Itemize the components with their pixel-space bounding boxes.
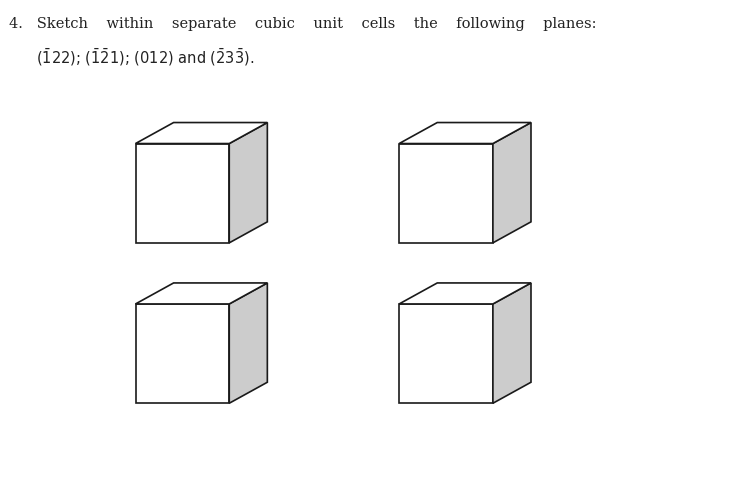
Polygon shape — [493, 123, 531, 243]
Polygon shape — [399, 304, 493, 403]
Polygon shape — [399, 283, 531, 304]
Polygon shape — [493, 283, 531, 403]
Polygon shape — [135, 123, 268, 143]
Text: $(\bar{1}22)$; $(\bar{1}\bar{2}1)$; $(012)$ and $(\bar{2}3\bar{3})$.: $(\bar{1}22)$; $(\bar{1}\bar{2}1)$; $(01… — [36, 47, 255, 68]
Polygon shape — [135, 143, 229, 243]
Polygon shape — [399, 143, 493, 243]
Text: 4.   Sketch    within    separate    cubic    unit    cells    the    following : 4. Sketch within separate cubic unit cel… — [9, 17, 596, 31]
Polygon shape — [399, 123, 531, 143]
Polygon shape — [135, 304, 229, 403]
Polygon shape — [229, 283, 268, 403]
Polygon shape — [135, 283, 268, 304]
Polygon shape — [229, 123, 268, 243]
